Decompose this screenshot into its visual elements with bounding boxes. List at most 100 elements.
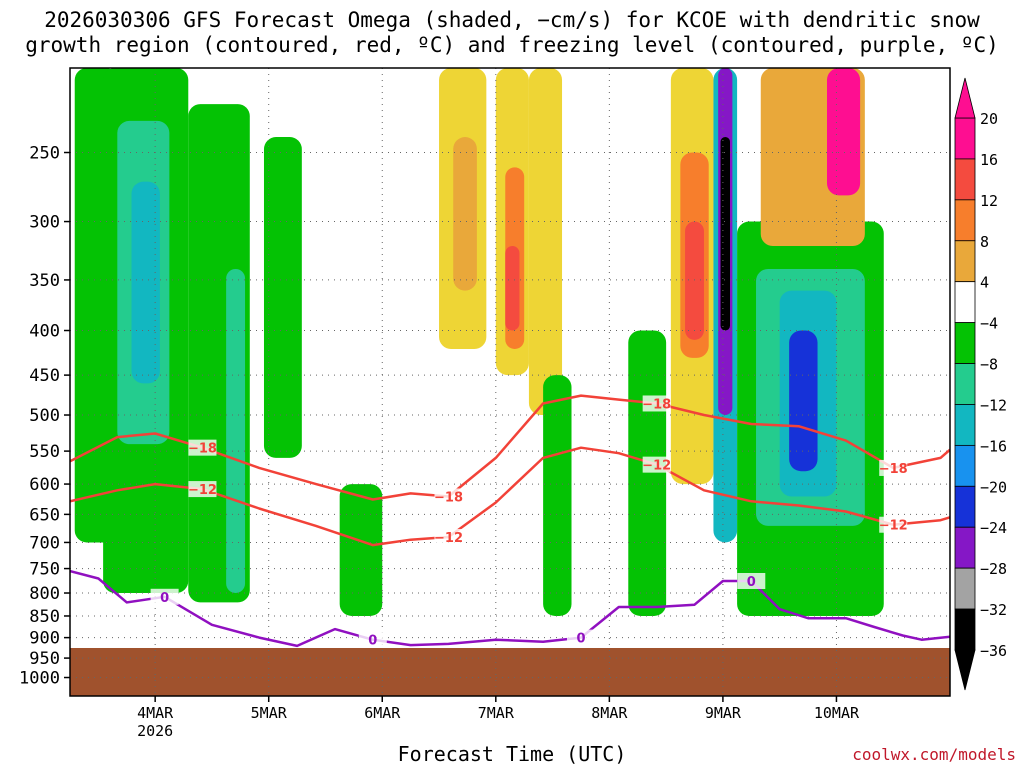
colorbar-swatch-10: [954, 526, 976, 569]
contour-label-bg-0-0: [188, 481, 217, 498]
colorbar: 20 16 12 8 4 −4 −8 −12 −16 −20 −24 −28 −32 −36: [954, 77, 1007, 691]
x-tick-label-2: 6MAR: [364, 704, 401, 722]
omega-shading: [74, 68, 884, 616]
omega-region-6: [263, 137, 302, 458]
y-tick-label-650: 650: [29, 505, 60, 525]
omega-region-3: [131, 181, 160, 384]
y-tick-label-850: 850: [29, 607, 60, 627]
x-tick-label-6: 10MAR: [814, 704, 860, 722]
contour-line-0: [70, 446, 950, 547]
colorbar-label-1: 16: [980, 151, 998, 169]
y-tick-label-900: 900: [29, 629, 60, 649]
x-axis-title: Forecast Time (UTC): [397, 742, 627, 766]
colorbar-swatch-7: [954, 404, 976, 446]
omega-region-13: [528, 68, 563, 416]
colorbar-swatch-11: [954, 567, 976, 610]
y-tick-label-600: 600: [29, 475, 60, 495]
chart-title-line1: 2026030306 GFS Forecast Omega (shaded, −…: [44, 8, 980, 32]
x-tick-label-5: 9MAR: [705, 704, 742, 722]
y-axis: 2503003504004505005506006507007508008509…: [19, 144, 70, 689]
temperature-contours: −12 −12 −12 −12 −18 −18 −18 −18 0 0 0 0: [70, 394, 950, 649]
colorbar-bottom-arrow: [954, 649, 976, 691]
x-tick-label-0: 4MAR: [137, 704, 174, 722]
colorbar-label-11: −28: [980, 560, 1007, 578]
contour-label-1-2: −18: [642, 397, 671, 412]
colorbar-top-arrow: [954, 77, 976, 119]
colorbar-swatch-6: [954, 363, 976, 405]
y-tick-label-750: 750: [29, 560, 60, 580]
x-tick-label-3: 7MAR: [478, 704, 515, 722]
y-tick-label-950: 950: [29, 649, 60, 669]
colorbar-swatch-4: [954, 281, 976, 324]
x-tick-label-4: 8MAR: [591, 704, 628, 722]
contour-label-bg-1-0: [188, 439, 217, 456]
colorbar-label-3: 8: [980, 233, 989, 251]
colorbar-swatch-12: [954, 608, 976, 651]
contour-label-0-2: −12: [642, 459, 671, 474]
colorbar-label-5: −4: [980, 315, 998, 333]
contour-label-1-3: −18: [879, 462, 908, 477]
colorbar-label-12: −32: [980, 601, 1007, 619]
y-tick-label-700: 700: [29, 533, 60, 553]
colorbar-label-10: −24: [980, 519, 1007, 537]
omega-region-9: [453, 137, 477, 291]
contour-label-0-3: −12: [879, 519, 908, 534]
x-tick-sublabel-0: 2026: [137, 722, 173, 740]
contour-line-2: [70, 569, 950, 648]
omega-region-18: [685, 221, 704, 340]
y-tick-label-800: 800: [29, 584, 60, 604]
chart-title-line2: growth region (contoured, red, ºC) and f…: [25, 33, 999, 57]
contour-label-bg-2-1: [358, 631, 387, 648]
y-tick-label-350: 350: [29, 271, 60, 291]
y-tick-label-250: 250: [29, 144, 60, 164]
plot-frame: [69, 67, 951, 697]
contour-label-0-0: −12: [188, 483, 217, 498]
colorbar-swatch-8: [954, 444, 976, 487]
ground-below-surface: [70, 647, 950, 696]
contour-label-0-1: −12: [434, 531, 463, 546]
y-tick-label-500: 500: [29, 406, 60, 426]
colorbar-swatch-2: [954, 199, 976, 242]
y-tick-label-450: 450: [29, 366, 60, 386]
colorbar-label-0: 20: [980, 110, 998, 128]
contour-label-bg-0-2: [642, 456, 671, 473]
colorbar-label-2: 12: [980, 192, 998, 210]
colorbar-label-6: −8: [980, 356, 998, 374]
omega-region-12: [505, 245, 520, 331]
contour-label-bg-0-1: [434, 528, 463, 545]
contour-label-2-1: 0: [368, 634, 377, 649]
omega-region-27: [826, 68, 861, 196]
omega-region-5: [226, 268, 246, 594]
colorbar-label-7: −12: [980, 396, 1007, 414]
contour-label-bg-1-2: [642, 395, 671, 412]
omega-region-25: [789, 330, 818, 472]
colorbar-swatch-1: [954, 158, 976, 201]
contour-label-bg-0-3: [879, 516, 908, 533]
contour-line-1: [70, 394, 950, 501]
contour-label-bg-1-1: [434, 488, 463, 505]
colorbar-label-9: −20: [980, 478, 1007, 496]
colorbar-swatch-0: [954, 117, 976, 160]
contour-label-bg-1-3: [879, 459, 908, 476]
contour-label-bg-2-2: [566, 629, 595, 646]
colorbar-label-4: 4: [980, 274, 989, 292]
contour-label-1-1: −18: [434, 490, 463, 505]
omega-region-7: [339, 484, 383, 616]
source-credit: coolwx.com/models: [852, 745, 1016, 764]
colorbar-swatch-9: [954, 485, 976, 528]
omega-region-14: [543, 375, 572, 616]
ground-fill: [70, 647, 950, 696]
colorbar-label-8: −16: [980, 437, 1007, 455]
contour-label-bg-2-3: [737, 572, 766, 589]
contour-label-2-0: 0: [160, 591, 169, 606]
colorbar-swatch-5: [954, 322, 976, 364]
y-tick-label-400: 400: [29, 322, 60, 342]
colorbar-label-13: −36: [980, 642, 1007, 660]
omega-region-21: [720, 137, 730, 331]
contour-label-2-3: 0: [747, 575, 756, 590]
contour-label-1-0: −18: [188, 442, 217, 457]
y-tick-label-550: 550: [29, 442, 60, 462]
y-tick-label-1000: 1000: [19, 669, 60, 689]
